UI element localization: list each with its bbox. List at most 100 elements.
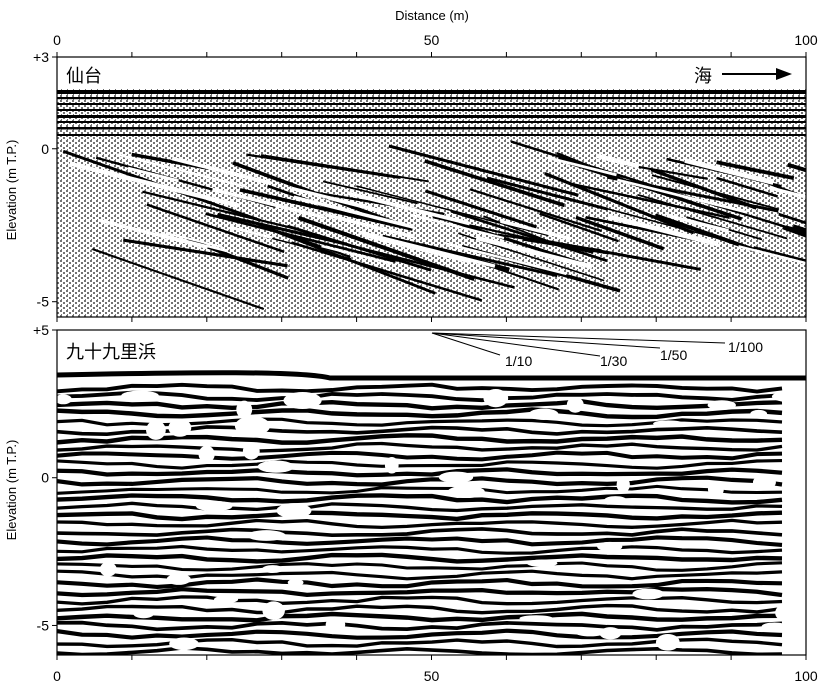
light-streak — [158, 233, 228, 253]
reflector-gap — [707, 400, 736, 410]
dipping-reflector — [205, 212, 396, 263]
reflector-gap — [234, 416, 271, 436]
light-streak — [595, 153, 640, 169]
reflector-gap — [707, 481, 724, 498]
bottom-y-axis: +5 0 -5 — [33, 322, 57, 633]
bottom-radargram — [57, 330, 806, 655]
layer-reflector — [57, 407, 783, 420]
reflector-gap — [168, 418, 192, 437]
layer-reflector — [57, 450, 783, 462]
bottom-y-axis-title: Elevation (m T.P.) — [4, 440, 19, 541]
reflector-gap — [262, 565, 284, 573]
reflector-gap — [597, 541, 623, 552]
dipping-reflector — [382, 234, 558, 278]
top-panel-label: 仙台 — [66, 66, 102, 86]
slope-line — [431, 332, 661, 349]
light-streak — [616, 178, 748, 214]
dipping-reflector — [424, 159, 565, 208]
layer-reflector — [57, 390, 783, 403]
dipping-reflector — [291, 241, 483, 302]
light-streak — [127, 166, 179, 183]
reflector-gap — [752, 474, 776, 491]
reflector-gap — [604, 496, 627, 504]
x-axis-title: Distance (m) — [395, 8, 469, 23]
light-streak — [347, 191, 471, 226]
reflector-gap — [599, 627, 622, 640]
light-streak — [321, 245, 392, 265]
top-panel: 仙台 海 Distance (m) 0 50 100 +30-5 Elevation… — [4, 8, 818, 322]
reflector-gap — [438, 471, 474, 483]
reflector-gap — [121, 390, 159, 401]
surface-reflector — [57, 127, 806, 130]
light-streak — [684, 158, 774, 185]
reflector-gap — [574, 628, 606, 637]
bottom-panel: 九十九里浜 1/10 1/30 1/50 1/100 0 50 100 +5 0 -5 Ele… — [4, 322, 818, 684]
reflector-gap — [57, 394, 72, 405]
dipping-reflector — [123, 238, 288, 268]
dipping-reflector — [91, 248, 265, 311]
x-tick-label: 100 — [794, 668, 818, 684]
dipping-reflector — [146, 203, 285, 254]
layer-reflector — [57, 399, 783, 411]
x-tick-label: 0 — [53, 668, 61, 684]
layer-reflector — [57, 611, 783, 623]
layer-reflector — [57, 493, 783, 505]
light-streak — [171, 156, 272, 186]
surface-reflector — [57, 134, 806, 136]
bottom-x-axis: 0 50 100 — [53, 655, 818, 684]
dipping-reflector — [247, 219, 351, 259]
y-tick-label: -5 — [37, 294, 50, 310]
layer-reflector — [57, 527, 783, 538]
reflector-gap — [213, 595, 239, 604]
reflector-gap — [169, 637, 199, 651]
reflector-gap — [653, 420, 684, 427]
slope-label: 1/30 — [600, 353, 627, 369]
bottom-panel-label: 九十九里浜 — [66, 342, 156, 362]
reflector-gap — [242, 442, 260, 460]
dipping-reflector — [322, 180, 418, 205]
surface-reflector — [57, 370, 806, 381]
light-streak — [365, 234, 472, 264]
layer-reflector — [57, 603, 783, 615]
slope-label: 1/100 — [728, 339, 763, 355]
reflector-gap — [384, 456, 399, 474]
dipping-reflector — [272, 229, 436, 295]
slope-line — [431, 332, 501, 356]
dipping-reflector — [553, 193, 741, 246]
reflector-gap — [195, 500, 233, 512]
x-tick-label: 50 — [424, 668, 440, 684]
layer-reflector — [57, 510, 783, 522]
reflector-gap — [616, 476, 630, 493]
light-streak — [327, 196, 383, 214]
y-tick-label: 0 — [41, 141, 49, 157]
dipping-reflector — [544, 239, 702, 271]
air-band — [57, 330, 806, 370]
dipping-reflector — [753, 246, 806, 262]
dipping-reflector — [450, 209, 608, 263]
x-tick-label: 50 — [424, 32, 440, 48]
x-tick-label: 100 — [794, 32, 818, 48]
surface-reflector — [57, 103, 806, 105]
layer-reflector — [57, 441, 783, 453]
dipping-reflector — [469, 188, 602, 232]
reflector-gap — [526, 559, 558, 567]
layer-reflector — [57, 518, 783, 530]
top-y-axis: +3 0 -5 — [33, 49, 57, 310]
reflector-gap — [775, 604, 796, 622]
dipping-reflector — [388, 144, 579, 197]
noise-texture — [57, 57, 806, 317]
dipping-reflector — [778, 212, 806, 225]
dipping-reflector — [260, 154, 429, 183]
reflector-gap — [528, 408, 559, 420]
dipping-reflector — [432, 216, 594, 254]
dipping-reflector — [637, 193, 788, 240]
reflector-gap — [166, 573, 191, 585]
surface-reflector — [57, 121, 806, 123]
layer-reflector — [57, 459, 783, 470]
reflector-gap — [283, 392, 322, 409]
dipping-reflector — [246, 153, 400, 179]
dipping-reflector — [286, 224, 432, 272]
reflector-gap — [287, 578, 304, 587]
light-streak — [116, 153, 248, 189]
surface-reflector — [57, 90, 806, 94]
